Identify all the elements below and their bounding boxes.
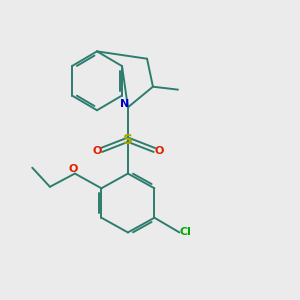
Text: Cl: Cl xyxy=(179,227,191,237)
Text: N: N xyxy=(120,99,129,109)
Text: O: O xyxy=(92,146,102,157)
Text: S: S xyxy=(123,133,133,147)
Text: O: O xyxy=(154,146,164,157)
Text: O: O xyxy=(69,164,78,174)
